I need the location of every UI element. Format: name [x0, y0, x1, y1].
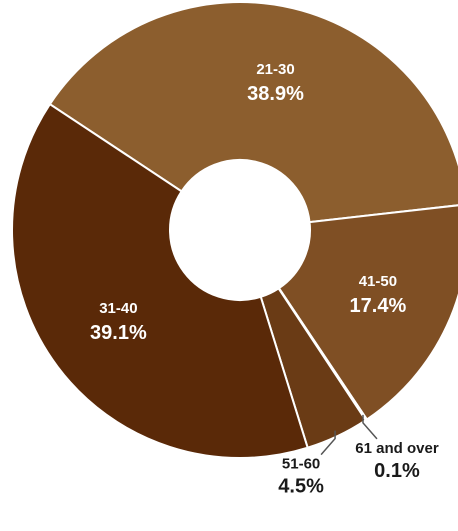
category-label-51-60: 51-60	[282, 456, 320, 473]
value-label-21-30: 38.9%	[247, 83, 304, 105]
value-label-41-50: 17.4%	[350, 295, 407, 317]
leader-line-51-60	[320, 430, 336, 456]
leader-line-61-and-over	[362, 414, 378, 440]
slice-21-30	[48, 1, 458, 224]
category-label-21-30: 21-30	[256, 61, 294, 78]
category-label-41-50: 41-50	[359, 273, 397, 290]
slice-41-50	[277, 204, 458, 421]
category-label-31-40: 31-40	[99, 300, 137, 317]
value-label-51-60: 4.5%	[278, 476, 324, 498]
slices-group	[11, 1, 458, 459]
category-label-61-and-over: 61 and over	[355, 440, 439, 457]
slice-31-40	[11, 102, 309, 459]
labels-group: 21-30 38.9% 41-50 17.4% 61 and over 0.1% 51-60…	[90, 61, 439, 497]
value-label-31-40: 39.1%	[90, 322, 147, 344]
value-label-61-and-over: 0.1%	[374, 460, 420, 482]
